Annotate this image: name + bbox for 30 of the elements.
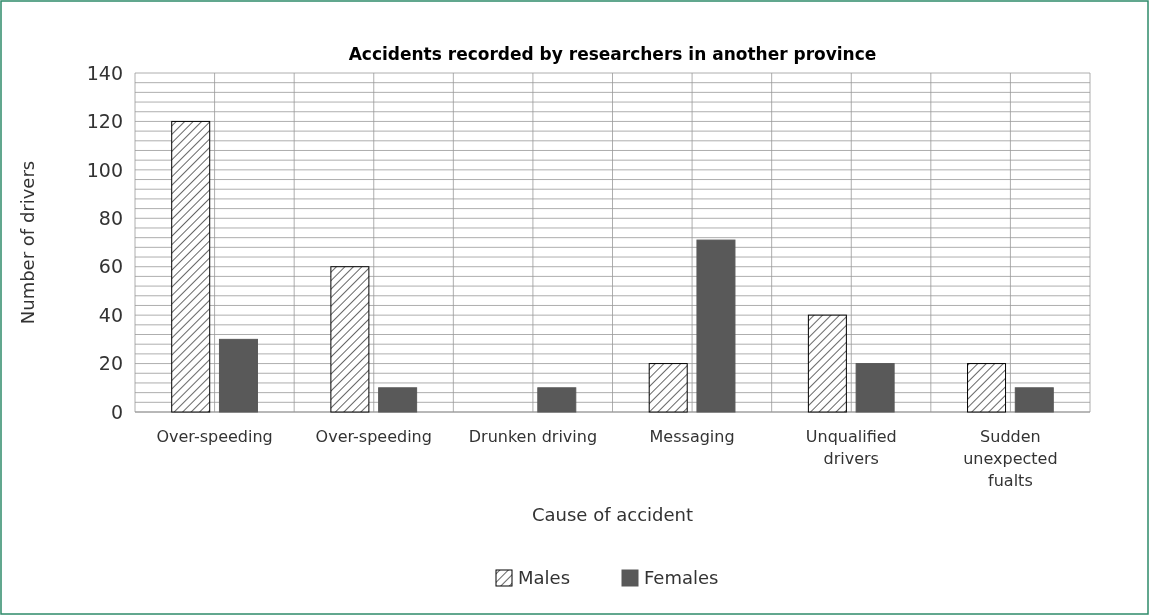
bar [696, 239, 736, 413]
bar [967, 363, 1007, 413]
y-tick-label: 60 [98, 255, 123, 278]
bar [537, 387, 577, 413]
y-tick-label: 20 [98, 352, 123, 375]
bar [807, 314, 847, 413]
y-tick-label: 100 [86, 158, 123, 181]
x-tick-label: Drunken driving [468, 427, 598, 446]
bar [1014, 387, 1054, 413]
bar [648, 363, 688, 413]
x-tick-label: Sudden unexpected fualts [963, 427, 1058, 490]
bar [171, 120, 211, 413]
y-tick-label: 0 [110, 400, 123, 423]
y-axis-title: Number of drivers [17, 160, 38, 325]
y-tick-label: 80 [98, 206, 123, 229]
x-tick-label: Over-speeding [156, 427, 273, 446]
bar [378, 387, 418, 413]
chart-title: Accidents recorded by researchers in another province [348, 44, 877, 64]
legend-label: Males [518, 567, 571, 589]
legend-label: Females [644, 567, 719, 589]
bar [330, 266, 370, 413]
x-axis-title: Cause of accident [531, 504, 694, 525]
bar [855, 363, 895, 413]
y-tick-label: 40 [98, 303, 123, 326]
y-tick-label: 120 [86, 110, 123, 133]
x-tick-label: Over-speeding [315, 427, 432, 446]
y-tick-label: 140 [86, 61, 123, 84]
x-tick-label: Unqualified drivers [805, 427, 897, 468]
x-tick-label: Messaging [649, 427, 735, 446]
bar [218, 338, 258, 413]
